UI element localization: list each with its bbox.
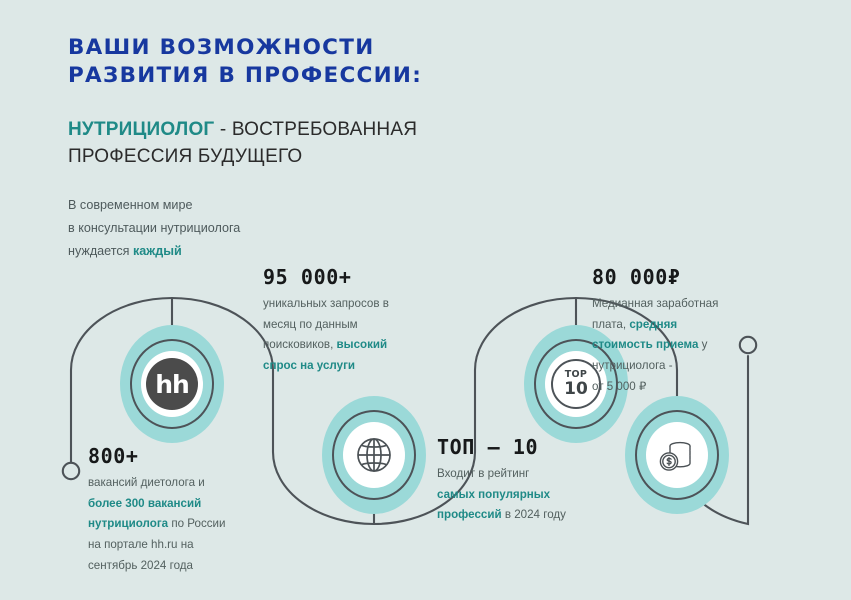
stat-line-bold: профессий <box>437 508 502 522</box>
stat-line: от 5 000 ₽ <box>592 379 647 393</box>
stat-line: в 2024 году <box>501 508 566 522</box>
outline-ring <box>534 339 618 429</box>
icon-node-globe[interactable] <box>322 396 426 514</box>
path-start-endpoint <box>61 461 81 481</box>
stat-line: Входит в рейтинг <box>437 467 530 480</box>
subtitle: НУТРИЦИОЛОГ - ВОСТРЕБОВАННАЯ ПРОФЕССИЯ Б… <box>68 117 508 171</box>
intro-block: В современном мире в консультации нутрици… <box>68 194 368 263</box>
white-disc <box>646 422 708 488</box>
stat-block-top10: ТОП – 10 Входит в рейтинг самых популярны… <box>437 437 627 526</box>
intro-line-1: В современном мире <box>68 198 193 212</box>
hh-logo-label: hh <box>155 369 190 399</box>
icon-node-money[interactable] <box>625 396 729 514</box>
stat-line: месяц по данным <box>263 317 358 331</box>
stat-line: Медианная заработная <box>592 297 719 310</box>
stat-line-bold: более 300 вакансий <box>88 496 202 510</box>
outline-ring <box>130 339 214 429</box>
top-10-badge-icon: TOP 10 <box>551 359 601 409</box>
stat-line: уникальных запросов в <box>263 297 389 310</box>
path-end-endpoint <box>738 335 758 355</box>
stat-line: у <box>698 338 708 352</box>
icon-node-hh[interactable]: hh <box>120 325 224 443</box>
subtitle-rest: - ВОСТРЕБОВАННАЯ ПРОФЕССИЯ БУДУЩЕГО <box>68 119 418 167</box>
stat-line-bold: самых популярных <box>437 487 551 501</box>
stat-line-bold: высокий <box>336 338 388 352</box>
stat-line: плата, <box>592 317 630 331</box>
stat-block-search-queries: 95 000+ уникальных запросов в месяц по да… <box>263 267 453 377</box>
stat-body: вакансий диетолога и более 300 вакансий ну… <box>88 473 268 576</box>
intro-highlight: каждый <box>133 243 182 258</box>
icon-node-top10[interactable]: TOP 10 <box>524 325 628 443</box>
coins-money-icon <box>659 441 691 471</box>
stat-line: по России <box>168 517 226 531</box>
globe-icon <box>357 438 391 472</box>
outline-ring <box>332 410 416 500</box>
intro-line-2: в консультации нутрициолога <box>68 220 241 235</box>
title-block: ВАШИ ВОЗМОЖНОСТИ РАЗВИТИЯ В ПРОФЕССИИ: <box>68 34 498 89</box>
white-disc: TOP 10 <box>545 351 607 417</box>
stat-line-bold: спрос на услуги <box>263 358 356 372</box>
subtitle-block: НУТРИЦИОЛОГ - ВОСТРЕБОВАННАЯ ПРОФЕССИЯ Б… <box>68 117 508 171</box>
stat-body: Медианная заработная плата, средняя стоимо… <box>592 294 772 397</box>
page-title: ВАШИ ВОЗМОЖНОСТИ РАЗВИТИЯ В ПРОФЕССИИ: <box>68 35 423 88</box>
stat-body: уникальных запросов в месяц по данным поис… <box>263 294 453 377</box>
top-10-badge-top-label: TOP <box>564 369 588 381</box>
top-10-badge-number-label: 10 <box>564 378 588 399</box>
stat-line: вакансий диетолога и <box>88 476 205 489</box>
stat-line: поисковиков, <box>263 338 337 352</box>
stat-number: 80 000₽ <box>592 265 681 289</box>
stat-block-vacancies: 800+ вакансий диетолога и более 300 вакан… <box>88 446 268 576</box>
hh-logo-icon: hh <box>146 358 198 410</box>
stat-line-bold: стоимость приема <box>592 338 699 352</box>
subtitle-highlight: НУТРИЦИОЛОГ <box>68 119 215 140</box>
stat-number: 95 000+ <box>263 265 352 289</box>
stat-number: ТОП – 10 <box>437 435 539 459</box>
stat-line: нутрициолога - <box>592 358 673 372</box>
intro-text: В современном мире в консультации нутрици… <box>68 194 368 263</box>
stat-line: сентябрь 2024 года <box>88 558 193 572</box>
white-disc: hh <box>141 351 203 417</box>
stat-line-bold: нутрициолога <box>88 517 169 531</box>
stat-line: на портале hh.ru на <box>88 537 194 551</box>
white-disc <box>343 422 405 488</box>
stat-number: 800+ <box>88 444 139 468</box>
intro-line-3: нуждается <box>68 243 133 258</box>
stat-body: Входит в рейтинг самых популярных професси… <box>437 464 627 526</box>
stat-block-median-salary: 80 000₽ Медианная заработная плата, средн… <box>592 267 772 397</box>
outline-ring <box>635 410 719 500</box>
stat-line-bold: средняя <box>629 317 678 331</box>
